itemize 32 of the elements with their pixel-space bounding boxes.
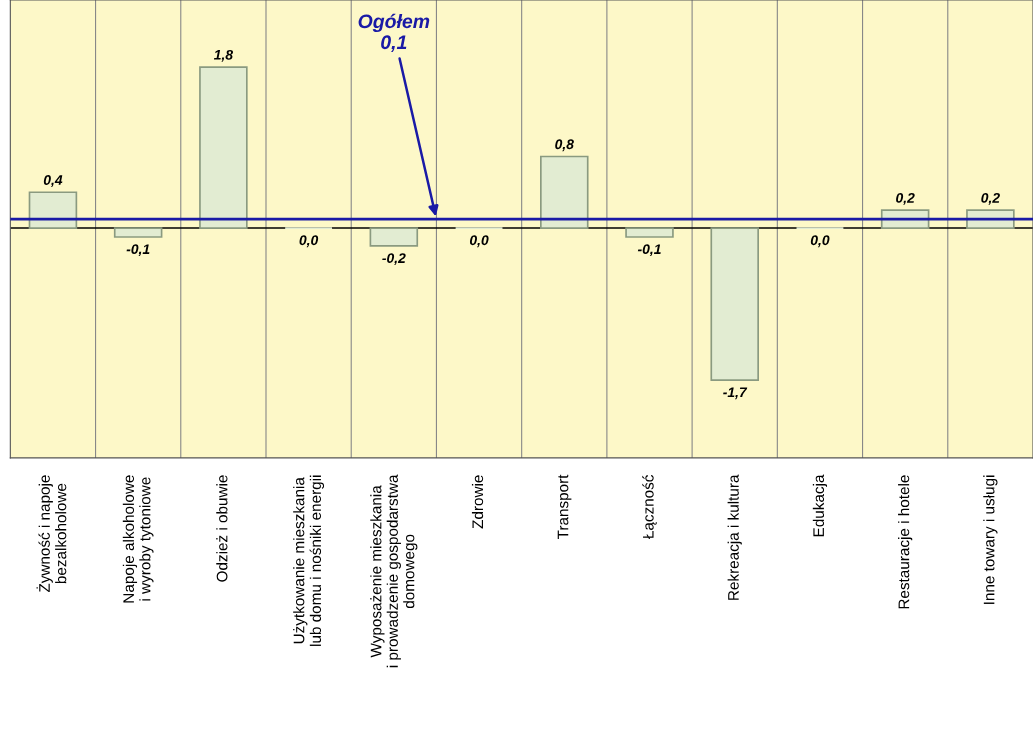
data-label: 1,8: [213, 49, 234, 62]
data-label: -1,7: [723, 387, 748, 400]
x-tick-label: Łączność: [642, 474, 657, 539]
x-tick-label: Inne towary i usługi: [983, 475, 998, 604]
x-tick-label: Zdrowie: [471, 475, 484, 529]
bar: [710, 227, 759, 381]
x-tick-label: Napoje alkoholowe i wyroby tytoniowe: [122, 475, 154, 603]
data-label: -0,2: [382, 253, 406, 266]
x-tick-label: Wyposażenie mieszkania i prowadzenie gospodarstwa domowego: [370, 474, 418, 668]
ref-line-label: Ogółem 0,1: [358, 13, 430, 52]
data-label: 0,2: [896, 193, 915, 205]
data-label: -0,1: [637, 244, 661, 257]
x-tick-label: Edukacja: [812, 474, 828, 537]
data-label: 0,8: [555, 139, 574, 152]
data-label: 0,0: [469, 235, 489, 248]
x-tick-label: Rekreacja i kultura: [727, 474, 742, 600]
bar: [28, 191, 78, 229]
data-label: 0,4: [43, 175, 63, 187]
data-label: -0,1: [126, 244, 150, 257]
bar: [625, 227, 674, 238]
data-label: 0,0: [299, 235, 319, 248]
data-label: 0,0: [810, 235, 830, 248]
data-label: 0,2: [981, 193, 1000, 205]
x-tick-label: Transport: [557, 474, 572, 540]
x-tick-label: Użytkowanie mieszkania lub domu i nośniki energii: [293, 475, 325, 646]
bar: [540, 155, 589, 229]
x-tick-label: Żywność i napoje bezalkoholowe: [36, 475, 67, 593]
x-tick-label: Odzież i obuwie: [216, 475, 228, 582]
bar: [113, 227, 163, 238]
x-tick-label: Restauracje i hotele: [898, 475, 913, 609]
bar: [199, 66, 248, 229]
bar: [369, 227, 419, 247]
